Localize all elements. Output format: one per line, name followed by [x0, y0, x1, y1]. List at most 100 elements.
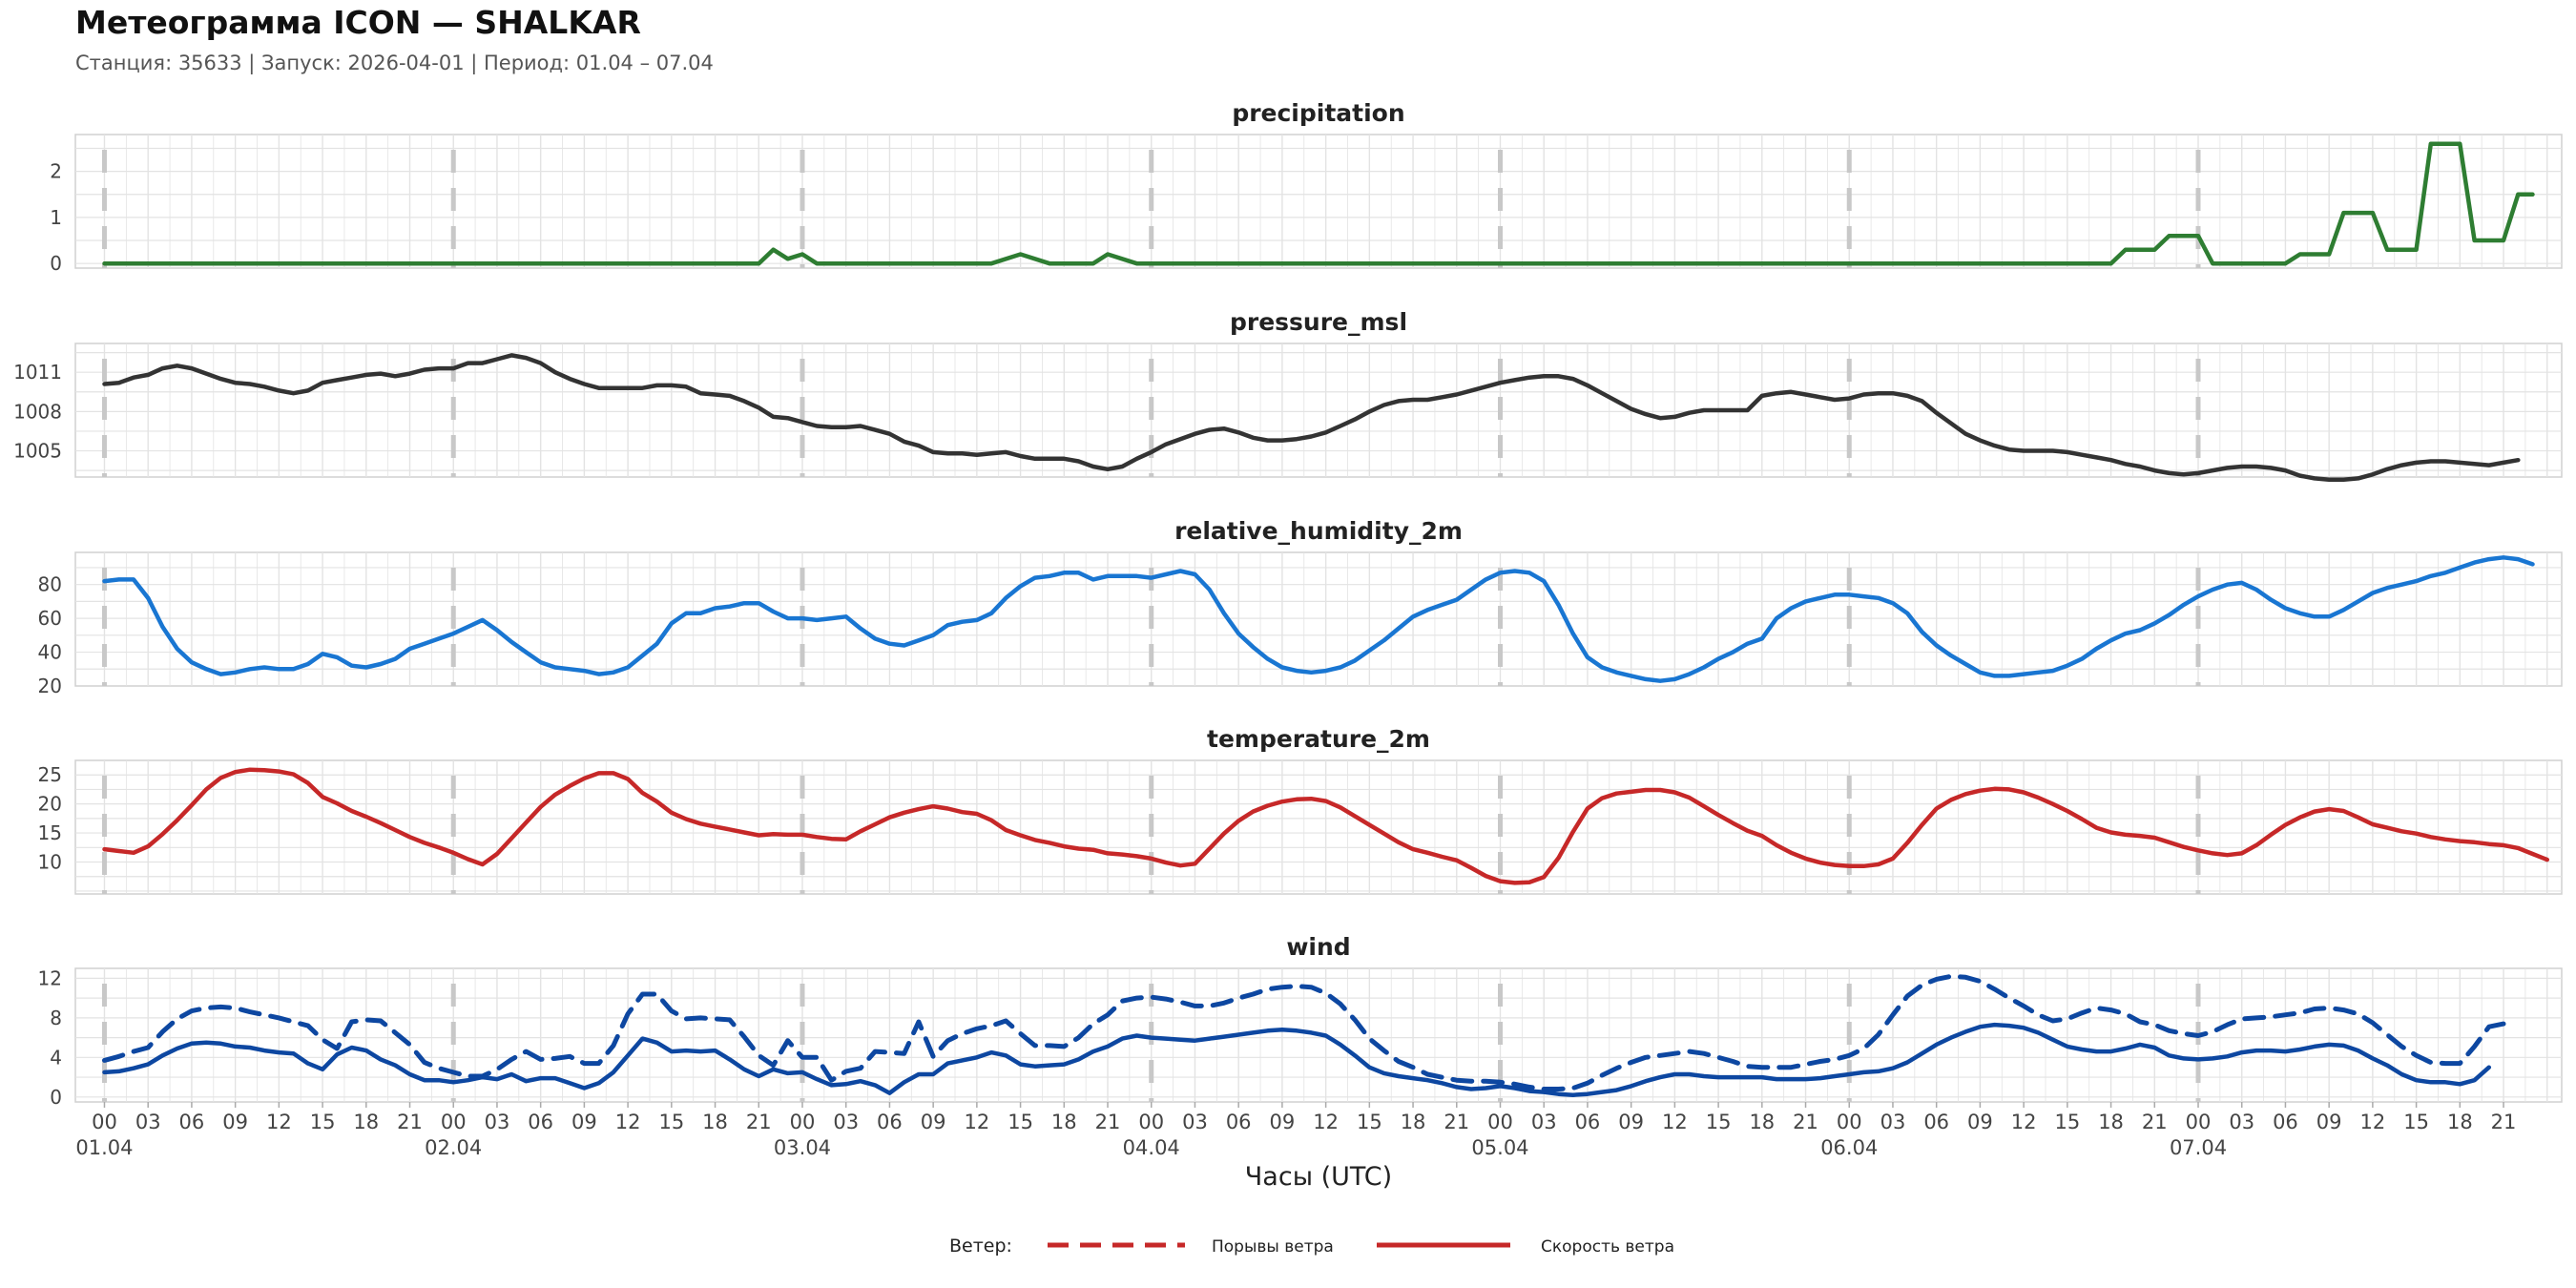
x-tick-hour: 03	[833, 1111, 859, 1133]
panel-relative_humidity_2m: 20 40 60 80 relative_humidity_2m	[38, 517, 2563, 697]
x-tick-hour: 15	[658, 1111, 684, 1133]
x-tick-hour: 21	[1095, 1111, 1121, 1133]
y-tick-label: 2	[50, 160, 62, 183]
panel-precipitation: 0 1 2 precipitation	[50, 99, 2563, 275]
x-axis-label: Часы (UTC)	[1245, 1162, 1392, 1192]
x-tick-hour: 18	[2098, 1111, 2124, 1133]
panel-temperature_2m: 10 15 20 25 temperature_2m	[38, 725, 2563, 895]
x-tick-hour: 00	[2186, 1111, 2212, 1133]
x-tick-hour: 03	[2229, 1111, 2254, 1133]
x-tick-hour: 03	[1880, 1111, 1906, 1133]
panel-title: precipitation	[1232, 99, 1404, 127]
y-tick-label: 1008	[13, 400, 62, 423]
x-tick-day: 05.04	[1471, 1136, 1528, 1159]
y-tick-label: 0	[50, 252, 62, 275]
x-tick-day: 06.04	[1820, 1136, 1878, 1159]
chart-title: Метеограмма ICON — SHALKAR	[75, 4, 641, 41]
x-tick-hour: 21	[397, 1111, 423, 1133]
x-tick-hour: 18	[353, 1111, 379, 1133]
x-tick-day: 02.04	[425, 1136, 482, 1159]
panel-pressure_msl: 1005 1008 1011 pressure_msl	[13, 308, 2563, 482]
series-line-dashed	[102, 973, 2506, 1091]
y-tick-label: 60	[38, 607, 62, 630]
y-tick-label: 4	[50, 1046, 62, 1069]
x-tick-hour: 15	[1357, 1111, 1382, 1133]
x-tick-hour: 15	[1706, 1111, 1732, 1133]
x-tick-hour: 09	[1967, 1111, 1993, 1133]
x-tick-hour: 09	[1270, 1111, 1296, 1133]
y-tick-label: 0	[50, 1086, 62, 1109]
panel-title: wind	[1286, 933, 1350, 961]
series-line-solid	[102, 353, 2521, 482]
panel-frame	[74, 343, 2563, 478]
y-tick-label: 25	[38, 763, 62, 786]
panel-frame	[74, 759, 2563, 895]
x-tick-hour: 06	[528, 1111, 553, 1133]
x-tick-hour: 06	[877, 1111, 903, 1133]
x-tick-hour: 06	[1923, 1111, 1949, 1133]
x-tick-hour: 09	[222, 1111, 248, 1133]
x-tick-hour: 15	[2054, 1111, 2080, 1133]
y-tick-label: 12	[38, 966, 62, 989]
legend-label-gusts: Порывы ветра	[1212, 1237, 1334, 1257]
x-tick-hour: 12	[266, 1111, 292, 1133]
panel-title: relative_humidity_2m	[1174, 517, 1463, 545]
x-tick-hour: 18	[1051, 1111, 1077, 1133]
y-tick-label: 1011	[13, 361, 62, 384]
x-tick-hour: 09	[571, 1111, 597, 1133]
series-line-solid	[102, 141, 2535, 266]
x-tick-hour: 12	[2360, 1111, 2386, 1133]
x-tick-hour: 12	[964, 1111, 989, 1133]
x-tick-hour: 18	[1749, 1111, 1775, 1133]
panel-frame	[74, 551, 2563, 687]
y-tick-label: 20	[38, 675, 62, 697]
y-tick-label: 1	[50, 206, 62, 229]
y-tick-label: 20	[38, 793, 62, 816]
x-tick-hour: 03	[485, 1111, 510, 1133]
chart-subtitle: Станция: 35633 | Запуск: 2026-04-01 | Пе…	[75, 52, 714, 74]
x-tick-hour: 09	[1618, 1111, 1644, 1133]
panel-title: pressure_msl	[1230, 308, 1407, 336]
x-tick-day: 07.04	[2170, 1136, 2227, 1159]
y-tick-label: 80	[38, 573, 62, 596]
x-tick-hour: 15	[2403, 1111, 2429, 1133]
series-line-solid	[102, 555, 2535, 683]
x-tick-hour: 21	[746, 1111, 772, 1133]
x-tick-hour: 03	[1182, 1111, 1208, 1133]
y-tick-label: 15	[38, 821, 62, 844]
x-tick-hour: 21	[2142, 1111, 2168, 1133]
x-tick-hour: 21	[1444, 1111, 1469, 1133]
x-tick-hour: 03	[135, 1111, 161, 1133]
panel-frame	[74, 134, 2563, 269]
x-tick-hour: 06	[2273, 1111, 2298, 1133]
x-tick-hour: 00	[1837, 1111, 1862, 1133]
x-tick-hour: 06	[179, 1111, 205, 1133]
x-tick-hour: 00	[92, 1111, 117, 1133]
panel-title: temperature_2m	[1207, 725, 1430, 753]
x-tick-hour: 06	[1226, 1111, 1252, 1133]
x-tick-day: 01.04	[75, 1136, 133, 1159]
x-tick-hour: 12	[615, 1111, 641, 1133]
x-tick-hour: 21	[2491, 1111, 2517, 1133]
x-tick-hour: 18	[702, 1111, 728, 1133]
x-tick-hour: 15	[310, 1111, 336, 1133]
x-tick-day: 03.04	[774, 1136, 831, 1159]
x-tick-hour: 09	[921, 1111, 946, 1133]
x-tick-hour: 12	[2011, 1111, 2037, 1133]
y-tick-label: 10	[38, 851, 62, 874]
x-tick-hour: 00	[1487, 1111, 1513, 1133]
x-tick-hour: 09	[2316, 1111, 2342, 1133]
x-tick-hour: 12	[1313, 1111, 1339, 1133]
x-tick-hour: 18	[2447, 1111, 2473, 1133]
legend-title: Ветер:	[949, 1236, 1012, 1257]
x-tick-hour: 06	[1575, 1111, 1601, 1133]
x-tick-hour: 00	[790, 1111, 816, 1133]
series-line-solid	[102, 1022, 2492, 1097]
legend: Ветер: Порывы ветра Скорость ветра	[949, 1236, 1674, 1257]
x-tick-hour: 03	[1531, 1111, 1557, 1133]
legend-label-speed: Скорость ветра	[1541, 1237, 1674, 1257]
x-tick-hour: 00	[441, 1111, 467, 1133]
series-line-solid	[102, 767, 2550, 885]
x-tick-day: 04.04	[1123, 1136, 1180, 1159]
